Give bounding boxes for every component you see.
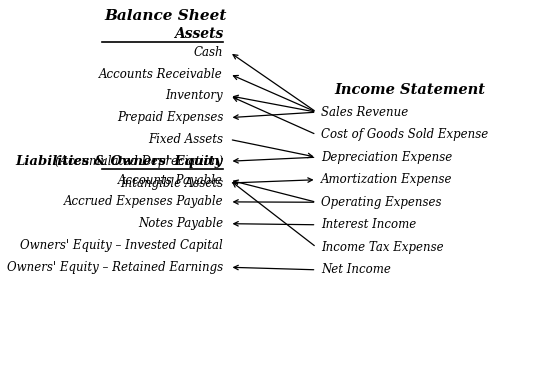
Text: Prepaid Expenses: Prepaid Expenses xyxy=(117,111,223,124)
Text: Notes Payable: Notes Payable xyxy=(138,217,223,230)
Text: Net Income: Net Income xyxy=(321,263,391,276)
Text: Accounts Receivable: Accounts Receivable xyxy=(100,68,223,81)
Text: Operating Expenses: Operating Expenses xyxy=(321,196,441,209)
Text: (Accumulated Depreciation): (Accumulated Depreciation) xyxy=(55,155,223,168)
Text: Intangible Assets: Intangible Assets xyxy=(120,176,223,190)
Text: Sales Revenue: Sales Revenue xyxy=(321,106,408,119)
Text: Liabilities & Owners' Equity: Liabilities & Owners' Equity xyxy=(16,155,223,168)
Text: Cash: Cash xyxy=(194,46,223,59)
Text: Income Tax Expense: Income Tax Expense xyxy=(321,241,444,254)
Text: Fixed Assets: Fixed Assets xyxy=(148,133,223,146)
Text: Accrued Expenses Payable: Accrued Expenses Payable xyxy=(64,195,223,208)
Text: Inventory: Inventory xyxy=(165,89,223,102)
Text: Income Statement: Income Statement xyxy=(334,83,485,97)
Text: Owners' Equity – Retained Earnings: Owners' Equity – Retained Earnings xyxy=(7,261,223,274)
Text: Owners' Equity – Invested Capital: Owners' Equity – Invested Capital xyxy=(20,239,223,252)
Text: Cost of Goods Sold Expense: Cost of Goods Sold Expense xyxy=(321,128,488,141)
Text: Amortization Expense: Amortization Expense xyxy=(321,173,452,186)
Text: Depreciation Expense: Depreciation Expense xyxy=(321,151,452,164)
Text: Assets: Assets xyxy=(174,27,223,41)
Text: Interest Income: Interest Income xyxy=(321,218,416,231)
Text: Accounts Payable: Accounts Payable xyxy=(118,173,223,187)
Text: Balance Sheet: Balance Sheet xyxy=(104,9,227,23)
